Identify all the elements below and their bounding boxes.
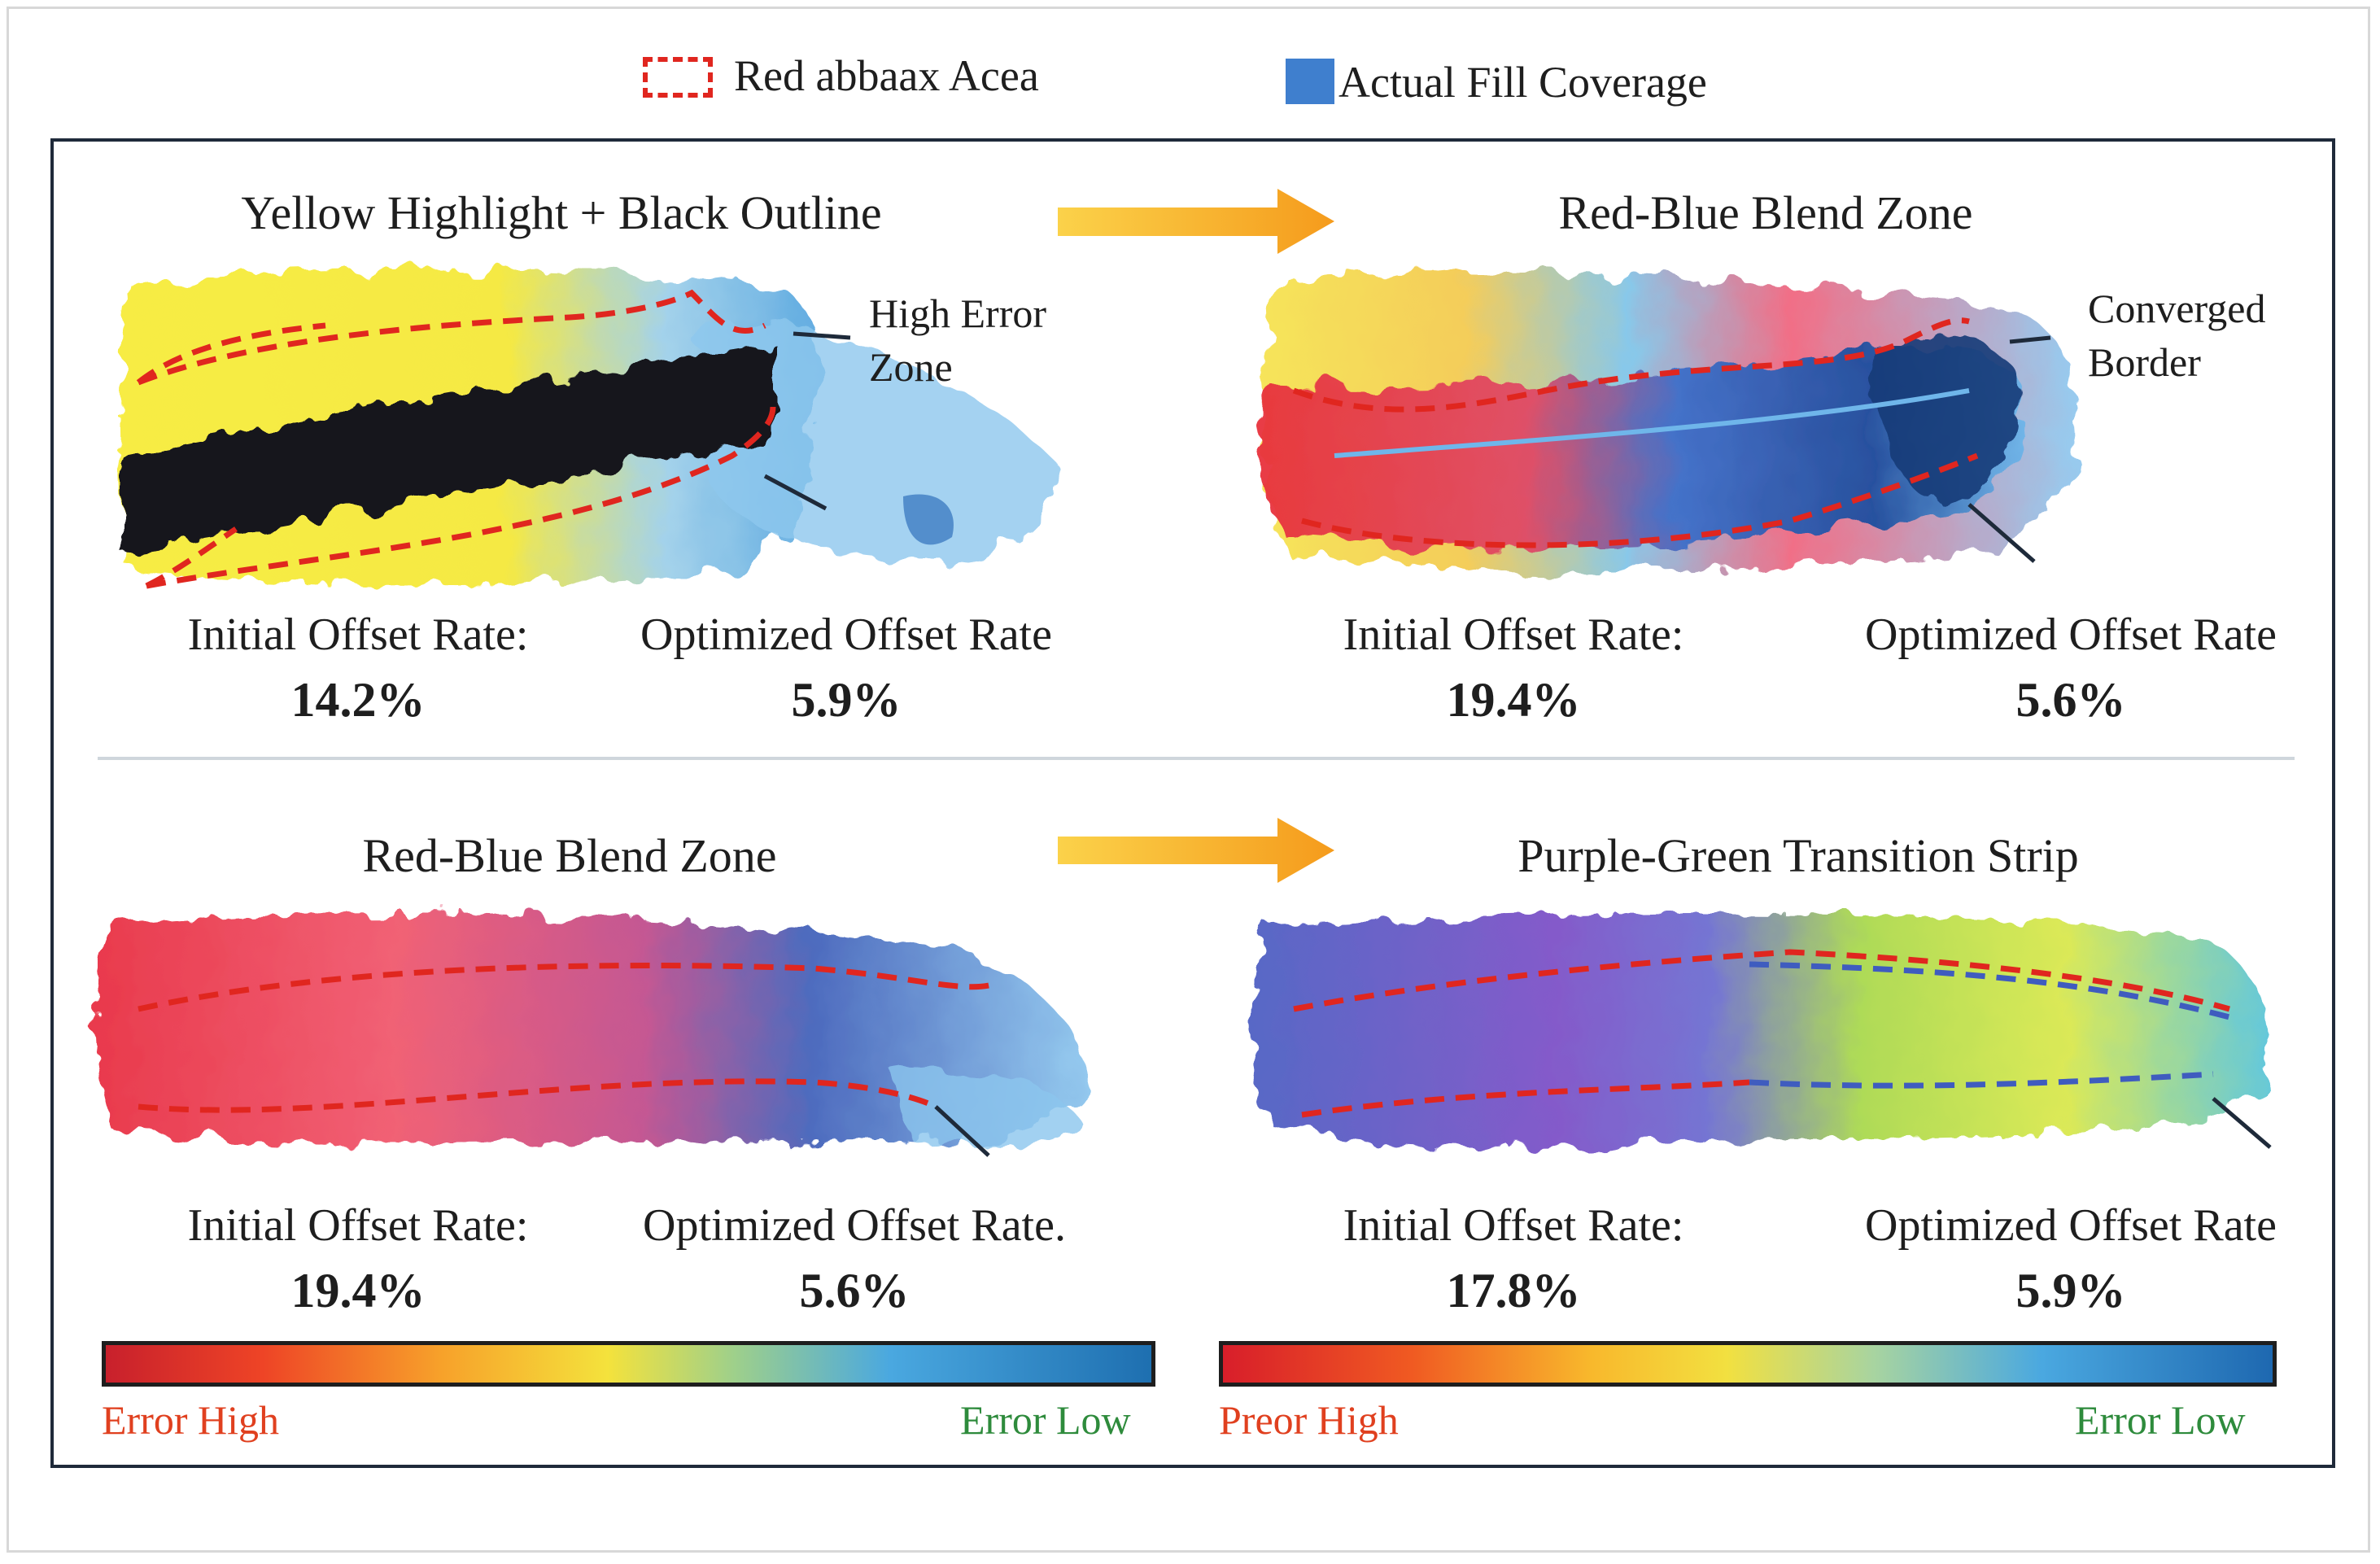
panel2-optimized-label: Optimized Offset Rate [1865, 609, 2277, 660]
panel4-optimized-value: 5.9% [2015, 1264, 2126, 1317]
panel2-annotation-line2: Border [2088, 339, 2201, 385]
panel1-initial-value: 14.2% [290, 673, 426, 727]
colorbar-left [102, 1341, 1155, 1387]
panel3-initial-value: 19.4% [290, 1264, 426, 1317]
panel1-annotation-line2: Zone [869, 344, 953, 390]
row-divider [98, 757, 2295, 760]
panel3-initial-label: Initial Offset Rate: [187, 1200, 529, 1251]
panel2-initial-value: 19.4% [1446, 673, 1581, 727]
colorbar-right-low-label: Error Low [2075, 1397, 2246, 1443]
page-border [7, 7, 2370, 1553]
panel2-title: Red-Blue Blend Zone [1558, 186, 1973, 239]
colorbar-left-high-label: Error High [102, 1397, 279, 1443]
panel4-title: Purple-Green Transition Strip [1518, 829, 2079, 882]
panel4-optimized-label: Optimized Offset Rate [1865, 1200, 2277, 1251]
flow-arrow-bottom [1058, 818, 1334, 883]
panel1-strip [118, 269, 1055, 589]
panel1-title: Yellow Highlight + Black Outline [241, 186, 882, 239]
panel4-initial-label: Initial Offset Rate: [1343, 1200, 1684, 1251]
panel1-initial-label: Initial Offset Rate: [187, 609, 529, 660]
figure-frame [50, 138, 2335, 1468]
target-area-legend-swatch [643, 57, 713, 98]
panel4-strip [1251, 913, 2272, 1149]
panel4-initial-value: 17.8% [1446, 1264, 1581, 1317]
target-area-legend-label: Red abbaax Acea [734, 51, 1039, 100]
panel2-strip [1258, 273, 2076, 573]
panel1-annotation: High Error Zone [869, 286, 1046, 394]
fill-coverage-legend-swatch [1286, 59, 1334, 104]
panel3-title: Red-Blue Blend Zone [362, 829, 777, 882]
colorbar-right-high-label: Preor High [1219, 1397, 1399, 1443]
panel2-optimized-value: 5.6% [2015, 673, 2126, 727]
panel1-optimized-value: 5.9% [791, 673, 902, 727]
panel3-optimized-label: Optimized Offset Rate. [643, 1200, 1066, 1251]
fill-coverage-legend-label: Actual Fill Coverage [1338, 58, 1707, 107]
panel1-annotation-line1: High Error [869, 291, 1046, 336]
panel3-optimized-value: 5.6% [799, 1264, 910, 1317]
panel2-initial-label: Initial Offset Rate: [1343, 609, 1684, 660]
panel3-strip [95, 913, 1090, 1157]
flow-arrow-top [1058, 189, 1334, 254]
colorbar-left-low-label: Error Low [960, 1397, 1131, 1443]
panel2-annotation: Converged Border [2088, 282, 2265, 389]
colorbar-right [1219, 1341, 2277, 1387]
panel1-optimized-label: Optimized Offset Rate [640, 609, 1052, 660]
panel2-annotation-line1: Converged [2088, 286, 2266, 331]
